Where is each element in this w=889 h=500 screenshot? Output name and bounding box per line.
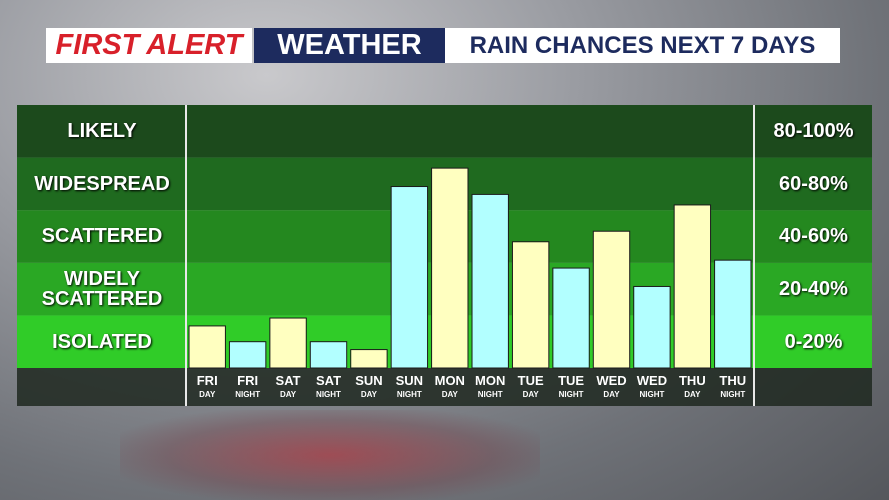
x-tick-sublabel: NIGHT (397, 390, 422, 399)
band-range: 80-100% (773, 120, 854, 143)
band-range: 20-40% (779, 278, 848, 301)
bar (390, 186, 429, 369)
x-tick-sublabel: DAY (199, 390, 216, 399)
brand-title: FIRST ALERT (46, 28, 252, 63)
bar (228, 341, 267, 369)
bar (431, 167, 469, 369)
band-label: SCATTERED (41, 225, 163, 248)
x-tick-label: THU (719, 373, 746, 388)
x-tick-sublabel: DAY (442, 390, 459, 399)
x-tick-sublabel: NIGHT (720, 390, 745, 399)
x-tick-label: FRI (237, 373, 258, 388)
bar (188, 325, 226, 369)
bar (633, 285, 671, 369)
bar (592, 230, 631, 369)
band-label: LIKELY (67, 120, 137, 143)
band-label: WIDESPREAD (34, 172, 170, 195)
x-tick-sublabel: NIGHT (478, 390, 503, 399)
brand-subtitle: WEATHER (254, 28, 445, 63)
x-tick-label: FRI (197, 373, 218, 388)
x-tick-sublabel: DAY (684, 390, 701, 399)
x-tick-sublabel: NIGHT (316, 390, 341, 399)
band-label: WIDELY SCATTERED (41, 268, 163, 311)
bar (269, 317, 307, 369)
bar (673, 204, 712, 369)
axis-strip (17, 368, 872, 406)
chart-heading: RAIN CHANCES NEXT 7 DAYS (445, 28, 840, 63)
bar (309, 341, 348, 369)
x-tick-sublabel: DAY (361, 390, 378, 399)
x-tick-label: SAT (276, 373, 301, 388)
x-tick-sublabel: DAY (280, 390, 297, 399)
band-range: 0-20% (784, 330, 843, 353)
band-label: ISOLATED (52, 330, 152, 353)
band-range: 40-60% (779, 225, 848, 248)
x-tick-label: SAT (316, 373, 341, 388)
band-range: 60-80% (779, 172, 848, 195)
x-tick-label: MON (435, 373, 465, 388)
x-tick-label: MON (475, 373, 505, 388)
bar (471, 193, 509, 369)
x-tick-label: WED (637, 373, 667, 388)
x-tick-label: WED (596, 373, 626, 388)
band (17, 105, 872, 158)
x-tick-label: THU (679, 373, 706, 388)
x-tick-sublabel: NIGHT (235, 390, 260, 399)
x-tick-sublabel: NIGHT (639, 390, 664, 399)
x-tick-label: TUE (558, 373, 584, 388)
x-tick-sublabel: DAY (603, 390, 620, 399)
x-tick-sublabel: DAY (523, 390, 540, 399)
x-tick-sublabel: NIGHT (559, 390, 584, 399)
bar (350, 349, 388, 369)
bar (552, 267, 590, 369)
x-tick-label: TUE (518, 373, 544, 388)
bar (714, 259, 752, 369)
x-tick-label: SUN (396, 373, 423, 388)
bar (511, 241, 550, 369)
x-tick-label: SUN (355, 373, 382, 388)
